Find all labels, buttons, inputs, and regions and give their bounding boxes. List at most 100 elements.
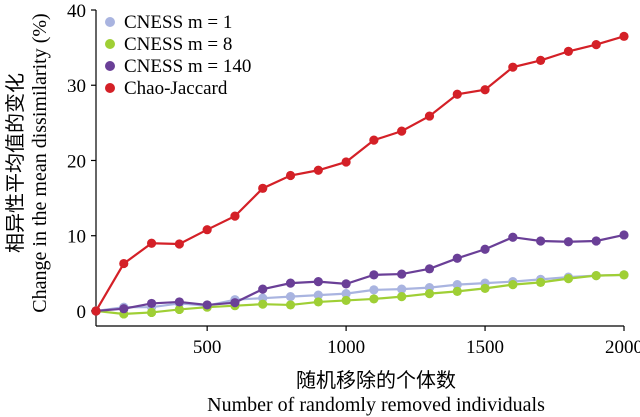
y-tick-label: 40: [67, 1, 86, 22]
data-point: [313, 277, 323, 287]
legend-label: CNESS m = 1: [124, 12, 232, 33]
data-point: [202, 300, 212, 310]
data-point: [258, 299, 268, 309]
data-point: [480, 244, 490, 254]
legend-marker: [105, 61, 115, 71]
data-point: [369, 285, 379, 295]
data-point: [508, 280, 518, 290]
y-tick-label: 0: [77, 302, 87, 323]
data-point: [285, 300, 296, 310]
data-point: [341, 157, 351, 167]
series-line: [95, 273, 625, 313]
series-line: [95, 273, 625, 316]
y-tick-label: 10: [67, 227, 86, 248]
x-axis-title-en: Number of randomly removed individuals: [207, 394, 545, 416]
data-point: [591, 40, 601, 50]
data-point: [424, 111, 435, 121]
series-group: [91, 31, 629, 319]
x-tick-group: 500 1000 1500 2000: [193, 326, 640, 358]
data-point: [619, 31, 629, 41]
data-point: [591, 236, 601, 246]
data-point: [369, 135, 379, 145]
data-point: [119, 304, 129, 314]
data-point: [341, 295, 351, 306]
data-point: [230, 298, 240, 308]
data-point: [341, 289, 351, 299]
series-3: [91, 230, 629, 316]
data-point: [369, 270, 379, 280]
data-point: [258, 284, 268, 294]
data-point: [536, 55, 546, 66]
data-point: [91, 306, 101, 316]
legend-item: Chao-Jaccard: [105, 78, 228, 99]
x-axis-title-cn: 随机移除的个体数: [296, 369, 456, 392]
data-point: [397, 126, 407, 136]
y-tick-label: 30: [67, 76, 86, 97]
data-point: [146, 307, 157, 318]
legend-marker: [105, 83, 115, 93]
data-point: [285, 292, 296, 302]
data-point: [480, 85, 490, 95]
x-tick-label: 1000: [327, 337, 365, 358]
data-point: [313, 290, 323, 300]
data-point: [313, 297, 323, 307]
data-point: [452, 286, 462, 296]
data-point: [202, 225, 212, 235]
data-point: [563, 237, 574, 247]
data-point: [369, 294, 379, 304]
data-point: [397, 284, 407, 294]
data-point: [424, 264, 435, 274]
data-point: [508, 232, 518, 242]
data-point: [619, 270, 629, 280]
legend-label: CNESS m = 8: [124, 34, 232, 55]
data-point: [452, 280, 462, 290]
series-line: [95, 233, 625, 313]
data-point: [452, 253, 462, 263]
data-point: [146, 298, 157, 309]
legend-label: CNESS m = 140: [124, 56, 251, 77]
y-tick-group: 0 10 20 30 40: [67, 1, 96, 323]
data-point: [285, 278, 296, 288]
data-point: [397, 292, 407, 302]
legend-label: Chao-Jaccard: [124, 78, 228, 99]
legend-item: CNESS m = 140: [105, 56, 251, 77]
data-point: [536, 236, 546, 246]
data-point: [452, 89, 462, 99]
y-tick-label: 20: [67, 151, 86, 172]
y-axis-title-cn: 相异性平均值的变化: [4, 73, 27, 253]
data-point: [591, 270, 601, 281]
series-2: [91, 270, 629, 319]
data-point: [174, 297, 184, 307]
x-tick-label: 500: [193, 337, 222, 358]
data-point: [480, 283, 490, 293]
series-1: [91, 270, 629, 316]
series-line: [95, 35, 625, 312]
data-point: [146, 238, 157, 248]
data-point: [619, 230, 629, 240]
data-point: [174, 239, 184, 249]
legend-marker: [105, 39, 115, 49]
data-point: [258, 183, 268, 193]
data-point: [508, 62, 518, 72]
data-point: [174, 304, 184, 315]
data-point: [563, 274, 574, 284]
axes: [95, 10, 624, 327]
legend-item: CNESS m = 1: [105, 12, 232, 33]
data-point: [230, 211, 240, 221]
data-point: [536, 277, 546, 287]
data-point: [119, 258, 129, 269]
x-tick-label: 2000: [605, 337, 640, 358]
data-point: [285, 170, 296, 181]
data-point: [424, 289, 435, 299]
y-axis-title-en: Change in the mean dissimilarity (%): [29, 13, 51, 312]
legend-item: CNESS m = 8: [105, 34, 232, 55]
legend-marker: [105, 17, 115, 27]
data-point: [563, 46, 574, 56]
series-4: [91, 31, 629, 316]
x-tick-label: 1500: [466, 337, 504, 358]
data-point: [313, 165, 323, 175]
data-point: [341, 279, 351, 289]
data-point: [397, 269, 407, 279]
